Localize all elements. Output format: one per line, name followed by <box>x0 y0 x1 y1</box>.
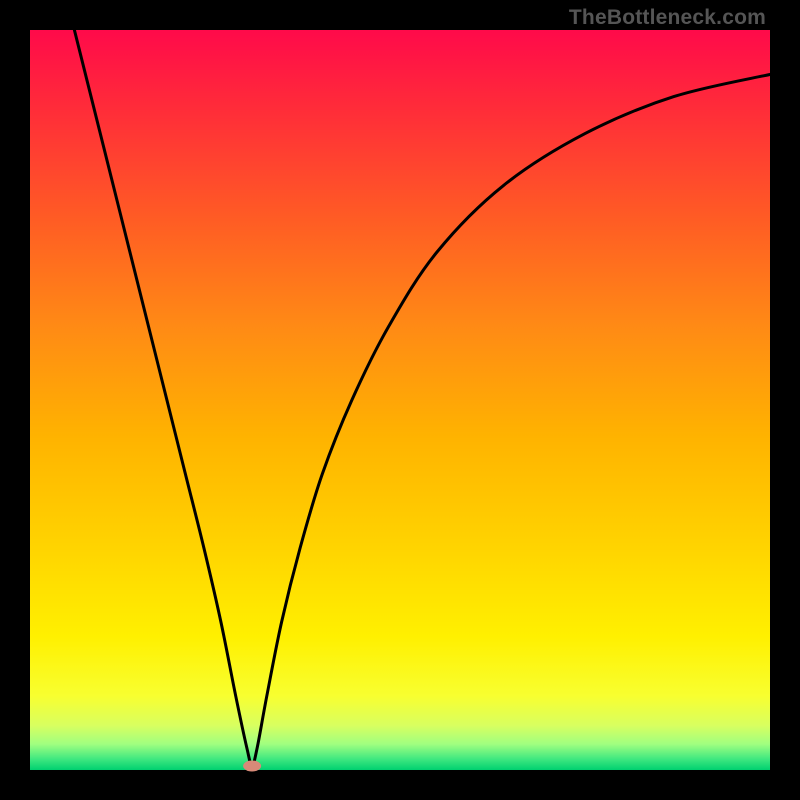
bottleneck-curve <box>30 30 770 770</box>
plot-area <box>30 30 770 770</box>
minimum-marker <box>243 760 261 771</box>
watermark-text: TheBottleneck.com <box>569 6 766 30</box>
chart-frame: TheBottleneck.com <box>0 0 800 800</box>
